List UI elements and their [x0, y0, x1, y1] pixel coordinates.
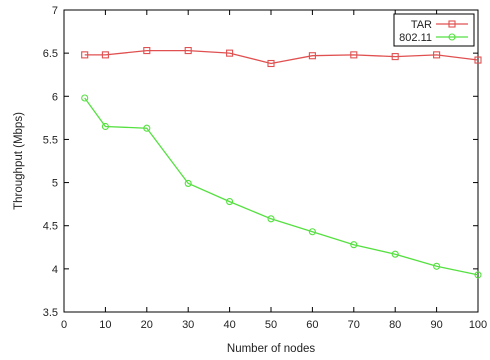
data-point	[474, 271, 482, 279]
data-point	[267, 59, 275, 68]
data-point	[143, 47, 151, 55]
x-axis-title: Number of nodes	[227, 343, 315, 355]
data-point	[433, 262, 441, 270]
x-tick-label: 40	[223, 319, 235, 331]
series-line	[84, 97, 479, 276]
data-point	[391, 53, 399, 61]
series-line	[84, 49, 479, 65]
y-tick-label: 6.5	[43, 48, 58, 60]
y-tick-label: 3.5	[43, 307, 58, 319]
data-point	[184, 179, 192, 187]
y-tick-label: 6	[52, 91, 58, 103]
y-tick-label: 4	[52, 264, 58, 276]
data-point	[391, 250, 399, 258]
x-tick-label: 30	[182, 319, 194, 331]
data-point	[226, 198, 234, 206]
x-tick-label: 90	[430, 319, 442, 331]
x-tick-label: 20	[141, 319, 153, 331]
x-tick-label: 70	[348, 319, 360, 331]
series-tar	[81, 47, 482, 68]
legend-label: TAR	[411, 19, 432, 31]
data-point	[81, 94, 89, 102]
data-point	[101, 122, 109, 131]
data-point	[350, 51, 358, 59]
legend-box	[393, 13, 475, 47]
x-tick-label: 50	[265, 319, 277, 331]
data-point	[81, 51, 89, 59]
y-tick-label: 7	[52, 5, 58, 17]
x-tick-label: 60	[306, 319, 318, 331]
y-axis: 3.5 4 4.5 5 5.5 6 6.5 7	[43, 5, 478, 319]
x-tick-label: 0	[61, 319, 67, 331]
y-tick-label: 4.5	[43, 221, 58, 233]
data-point	[474, 56, 482, 64]
data-point	[184, 47, 192, 55]
y-axis-title: Throughput (Mbps)	[13, 112, 25, 210]
x-tick-label: 10	[99, 319, 111, 331]
x-tick-label: 100	[469, 319, 487, 331]
y-tick-label: 5	[52, 178, 58, 190]
data-point	[267, 215, 275, 223]
legend-marker	[448, 33, 456, 41]
data-point	[308, 52, 316, 60]
data-point	[101, 51, 109, 59]
series-80211	[81, 94, 482, 279]
legend-marker	[448, 20, 456, 28]
data-point	[226, 49, 234, 57]
series-layer	[81, 47, 482, 279]
legend-label: 802.11	[399, 32, 432, 44]
data-point	[308, 228, 316, 236]
data-point	[143, 124, 151, 132]
y-tick-label: 5.5	[43, 134, 58, 146]
data-point	[433, 51, 441, 59]
x-axis: 0 10 20 30 40 50 60 70 80 90 100	[61, 10, 487, 331]
data-point	[350, 241, 358, 249]
x-tick-label: 80	[389, 319, 401, 331]
